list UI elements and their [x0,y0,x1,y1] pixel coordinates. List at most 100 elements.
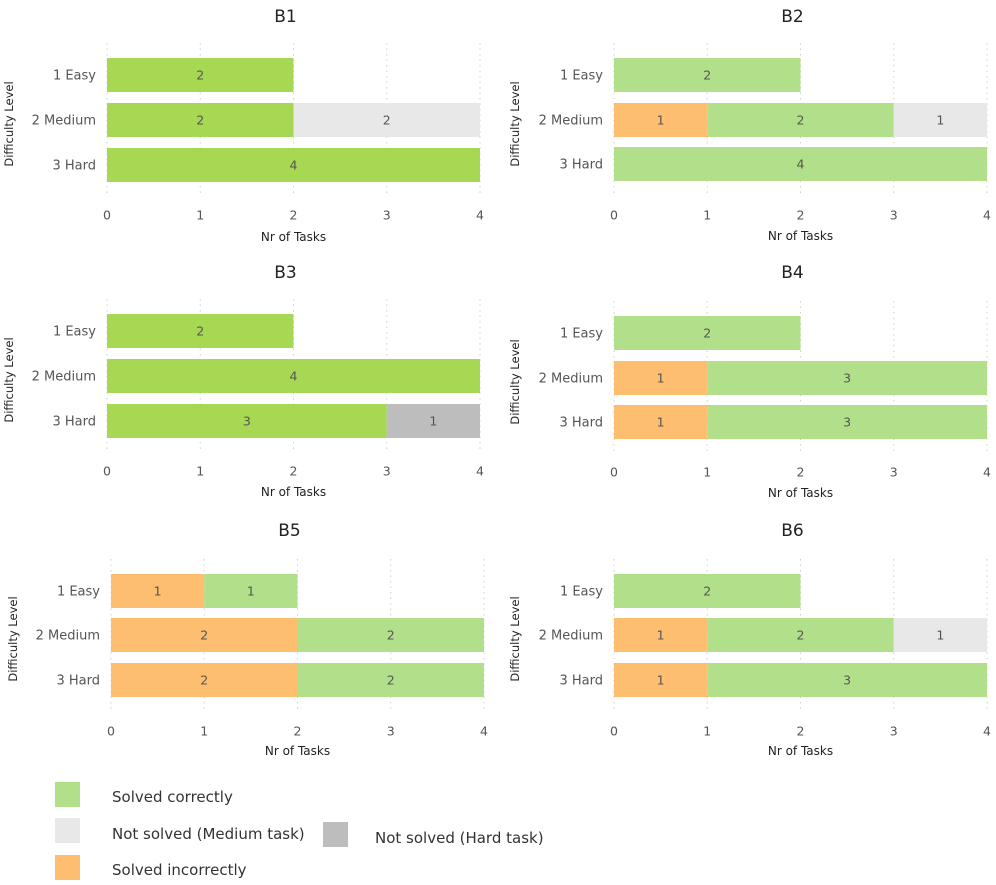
legend-label-not-solved-medium-task: Not solved (Medium task) [112,825,305,843]
x-tick-label-4: 4 [983,465,991,480]
data-label-solved-incorrectly-2-medium: 1 [657,628,665,643]
legend-swatch-solved-correctly [55,782,80,807]
x-tick-label-3: 3 [890,465,898,480]
data-label-solved-correctly-3-hard: 4 [797,157,805,172]
bar-solved-incorrectly-2-medium [614,361,708,395]
data-label-solved-incorrectly-3-hard: 2 [200,673,208,688]
data-label-solved-correctly-3-hard: 3 [843,673,851,688]
bar-solved-correctly-2-medium [707,361,987,395]
x-tick-label-4: 4 [476,208,484,223]
x-tick-label-0: 0 [107,724,115,739]
x-tick-label-1: 1 [200,724,208,739]
x-tick-label-2: 2 [797,465,805,480]
x-tick-label-1: 1 [703,724,711,739]
bar-solved-incorrectly-2-medium [111,618,298,652]
x-tick-label-1: 1 [703,465,711,480]
chart-title: B2 [781,7,803,27]
data-label-solved-correctly-1-easy: 2 [703,68,711,83]
category-label-3-hard: 3 Hard [52,415,96,430]
bar-solved-correctly-2-medium [107,103,294,137]
x-tick-label-2: 2 [290,208,298,223]
bar-solved-correctly-3-hard [297,663,484,697]
data-label-solved-correctly-3-hard: 2 [387,673,395,688]
category-label-1-easy: 1 Easy [560,327,603,342]
data-label-solved-incorrectly-2-medium: 2 [200,628,208,643]
bar-solved-incorrectly-2-medium [614,103,708,137]
data-label-solved-correctly-1-easy: 2 [196,68,204,83]
chart-title: B4 [781,263,803,283]
bar-solved-correctly-2-medium [707,103,894,137]
data-label-solved-incorrectly-1-easy: 1 [154,584,162,599]
data-label-solved-correctly-1-easy: 1 [247,584,255,599]
bar-solved-correctly-1-easy [107,58,294,92]
chart-title: B6 [781,521,803,541]
chart-panel-b4: 2 1 Easy 1 3 2 Medium 1 3 3 Hard 0 1 2 3 4 B4 Nr of Ta… [508,263,991,500]
category-label-1-easy: 1 Easy [560,69,603,84]
x-tick-label-1: 1 [703,208,711,223]
data-label-solved-correctly-2-medium: 2 [797,628,805,643]
x-tick-label-1: 1 [196,464,204,479]
y-axis-label: Difficulty Level [508,596,522,681]
legend-swatch-not-solved-medium-task [55,818,80,843]
bar-solved-correctly-3-hard [707,405,987,439]
data-label-solved-correctly-1-easy: 2 [703,326,711,341]
data-label-not-solved-hard-task-3-hard: 1 [429,414,437,429]
x-tick-label-0: 0 [610,465,618,480]
x-tick-label-0: 0 [610,208,618,223]
bar-solved-correctly-2-medium [297,618,484,652]
data-label-not-solved-medium-task-2-medium: 1 [936,628,944,643]
x-tick-label-3: 3 [387,724,395,739]
bar-solved-correctly-1-easy [204,574,298,608]
x-tick-label-2: 2 [294,724,302,739]
bar-not-solved-medium-task-2-medium [893,618,987,652]
y-axis-label: Difficulty Level [6,596,20,681]
category-label-3-hard: 3 Hard [52,159,96,174]
x-tick-label-3: 3 [890,724,898,739]
x-tick-label-4: 4 [476,464,484,479]
y-axis-label: Difficulty Level [2,337,16,422]
y-axis-label: Difficulty Level [2,81,16,166]
data-label-solved-correctly-3-hard: 3 [243,414,251,429]
bar-solved-correctly-1-easy [614,58,801,92]
category-label-2-medium: 2 Medium [539,629,603,644]
y-axis-label: Difficulty Level [508,81,522,166]
bar-solved-correctly-3-hard [614,147,987,181]
category-label-1-easy: 1 Easy [57,585,100,600]
bar-solved-incorrectly-3-hard [614,663,708,697]
x-axis-label: Nr of Tasks [261,485,326,499]
x-tick-label-3: 3 [383,208,391,223]
data-label-solved-correctly-2-medium: 2 [797,113,805,128]
bar-solved-correctly-2-medium [107,359,480,393]
data-label-not-solved-medium-task-2-medium: 2 [383,113,391,128]
data-label-solved-incorrectly-3-hard: 1 [657,415,665,430]
legend-label-solved-correctly: Solved correctly [112,788,233,806]
bar-not-solved-medium-task-2-medium [893,103,987,137]
x-tick-label-1: 1 [196,208,204,223]
bar-solved-correctly-2-medium [707,618,894,652]
bar-solved-correctly-1-easy [614,316,801,350]
data-label-solved-correctly-2-medium: 4 [290,369,298,384]
data-label-solved-correctly-2-medium: 3 [843,371,851,386]
chart-title: B5 [278,521,300,541]
y-axis-label: Difficulty Level [508,339,522,424]
chart-title: B1 [274,7,296,27]
bar-not-solved-hard-task-3-hard [386,404,480,438]
bar-solved-correctly-1-easy [107,314,294,348]
x-tick-label-4: 4 [983,208,991,223]
chart-panel-b5: 1 1 1 Easy 2 2 2 Medium 2 2 3 Hard 0 1 2 3 4 B5 Nr of T… [6,521,488,758]
category-label-3-hard: 3 Hard [559,416,603,431]
bar-solved-incorrectly-1-easy [111,574,205,608]
legend-label-solved-incorrectly: Solved incorrectly [112,861,247,879]
x-tick-label-2: 2 [290,464,298,479]
category-label-1-easy: 1 Easy [560,585,603,600]
x-axis-label: Nr of Tasks [768,744,833,758]
x-tick-label-4: 4 [983,724,991,739]
category-label-3-hard: 3 Hard [559,158,603,173]
data-label-solved-correctly-2-medium: 2 [387,628,395,643]
x-axis-label: Nr of Tasks [768,229,833,243]
bar-solved-correctly-3-hard [107,404,387,438]
x-tick-label-0: 0 [103,464,111,479]
data-label-solved-incorrectly-2-medium: 1 [657,371,665,386]
legend-label-not-solved-hard-task: Not solved (Hard task) [375,829,544,847]
